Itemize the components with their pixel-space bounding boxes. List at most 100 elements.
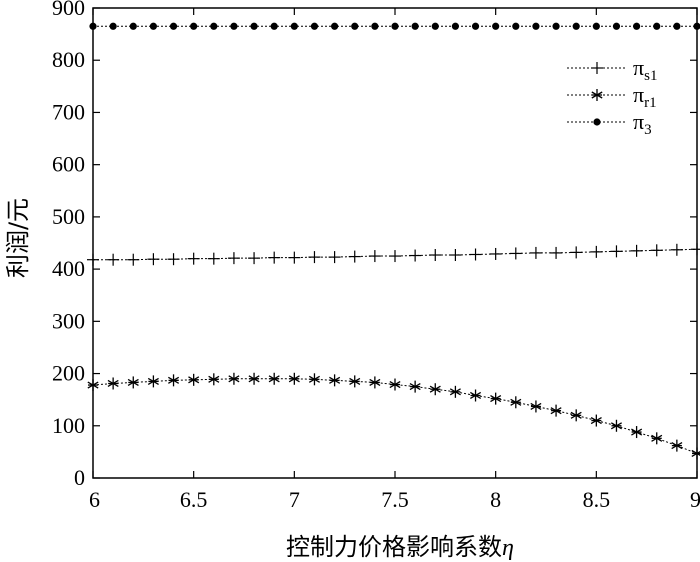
series-s1-point	[550, 246, 563, 259]
legend-marker-r1	[591, 89, 603, 101]
series-r1-point	[510, 396, 522, 409]
series-r1-point	[429, 383, 441, 396]
series-r1-point	[470, 389, 482, 402]
legend-label-r1: πr1	[633, 82, 657, 111]
plot-area-border	[92, 7, 698, 479]
series-3-point	[190, 22, 198, 30]
series-s1-point	[409, 249, 422, 262]
legend-marker-s1	[591, 62, 603, 74]
x-tick-label: 6	[89, 487, 100, 512]
series-r1-point	[671, 439, 683, 452]
legend-label-subscript: r1	[644, 95, 657, 111]
legend-label-symbol: π	[633, 82, 644, 107]
series-3-point	[391, 22, 399, 30]
y-tick-label: 900	[52, 0, 85, 20]
series-s1-point	[489, 247, 502, 260]
series-3-point	[653, 22, 661, 30]
x-tick-label: 8.5	[583, 487, 611, 512]
series-s1-point	[308, 251, 321, 264]
series-3-point	[552, 22, 560, 30]
x-tick-label: 6.5	[180, 487, 208, 512]
series-3-point	[230, 22, 238, 30]
series-s1-point	[207, 252, 220, 265]
x-tick-label: 9	[690, 487, 700, 512]
series-s1-point	[127, 253, 140, 266]
series-3-point	[572, 22, 580, 30]
series-s1-point	[691, 243, 700, 256]
y-tick-label: 500	[52, 204, 85, 229]
series-3-point	[451, 22, 459, 30]
series-s1-point	[469, 248, 482, 261]
series-r1-point	[268, 372, 280, 385]
series-s1-point	[590, 245, 603, 258]
series-3-point	[693, 22, 700, 30]
series-r1-point	[631, 426, 643, 439]
series-s1-point	[449, 249, 462, 262]
series-3-point	[592, 22, 600, 30]
series-s1-point	[248, 252, 261, 265]
y-tick-label: 0	[74, 465, 85, 490]
series-r1-point	[107, 377, 119, 390]
x-tick-label: 8	[490, 487, 501, 512]
y-tick-label: 700	[52, 99, 85, 124]
y-tick-label: 100	[52, 413, 85, 438]
series-s1-point	[328, 251, 341, 264]
x-axis-title-text: 控制力价格影响系数	[286, 533, 502, 561]
series-3-point	[371, 22, 379, 30]
x-tick-label: 7	[289, 487, 300, 512]
x-axis-title: 控制力价格影响系数η	[286, 533, 514, 561]
series-r1-point	[168, 374, 180, 387]
series-r1-point	[449, 385, 461, 398]
y-tick-label: 800	[52, 47, 85, 72]
series-3-point	[250, 22, 258, 30]
series-r1-point	[550, 404, 562, 417]
series-s1-point	[87, 253, 99, 266]
series-r1-point	[530, 400, 542, 413]
series-r1-point	[349, 375, 361, 388]
series-3-point	[411, 22, 419, 30]
series-s1-point	[348, 250, 361, 263]
series-s1-point	[389, 250, 401, 263]
x-tick-label: 7.5	[381, 487, 409, 512]
series-3-point	[612, 22, 621, 30]
series-s1-point	[529, 246, 542, 259]
series-s1-point	[147, 253, 160, 266]
series-3-point	[109, 22, 117, 30]
series-3-point	[431, 22, 439, 30]
series-3-point	[673, 22, 681, 30]
series-r1-point	[228, 372, 240, 385]
series-s1-point	[167, 253, 180, 266]
series-3-point	[331, 22, 339, 30]
series-s1-point	[610, 245, 623, 258]
series-s1-point	[650, 244, 663, 257]
series-r1-point	[147, 375, 159, 388]
legend-label-3: π3	[633, 109, 652, 138]
legend-label-symbol: π	[633, 109, 644, 134]
series-r1-point	[188, 373, 200, 386]
y-tick-label: 600	[52, 152, 85, 177]
series-3-point	[149, 22, 157, 30]
series-r1-point	[691, 447, 700, 460]
series-3-point	[89, 22, 97, 30]
series-s1-point	[227, 252, 240, 265]
series-3-point	[129, 22, 137, 30]
series-r1-point	[369, 376, 381, 389]
series-s1-point	[107, 253, 120, 266]
series-r1-point	[248, 372, 260, 385]
series-3-point	[310, 22, 319, 30]
series-r1-point	[208, 373, 220, 386]
series-r1-point	[288, 372, 300, 385]
series-r1-point	[329, 374, 341, 387]
legend-label-subscript: 3	[644, 122, 652, 138]
series-r1-point	[409, 380, 421, 393]
series-3-point	[290, 22, 298, 30]
y-tick-label: 400	[52, 256, 85, 281]
legend-label-s1: πs1	[633, 55, 657, 84]
series-s1-point	[630, 244, 643, 257]
series-r1-point	[570, 409, 582, 422]
series-r1-point	[651, 432, 663, 445]
y-axis-title: 利润/元	[4, 198, 32, 278]
series-s1-point	[570, 246, 583, 259]
